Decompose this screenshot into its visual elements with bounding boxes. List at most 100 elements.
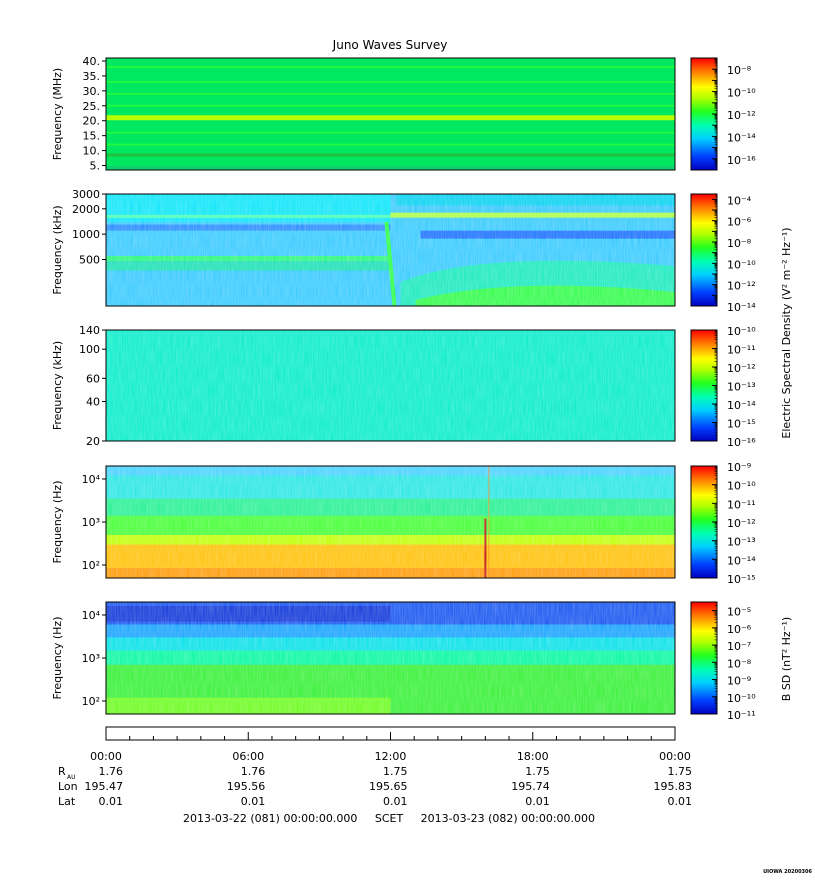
ephemeris-label: Lon	[58, 780, 78, 793]
ephemeris-value: 1.76	[99, 765, 124, 778]
y-tick-label: 25.	[83, 100, 101, 113]
colorbar-tick-label: 10⁻¹⁴	[727, 131, 756, 144]
y-tick-label: 3000	[72, 188, 100, 201]
x-tick-label: 12:00	[375, 750, 407, 763]
time-range-footer: 2013-03-22 (081) 00:00:00.000 SCET 2013-…	[183, 812, 595, 825]
panel-2: 500 1000 2000 3000 Frequency (kHz) 10⁻¹⁴ 10⁻¹²…	[51, 188, 756, 314]
panel-frame	[105, 193, 676, 307]
spectrogram-band	[106, 131, 675, 134]
colorbar-tick-label: 10⁻⁹	[727, 675, 751, 688]
spectrogram-band	[106, 153, 675, 157]
panel-frame	[105, 329, 676, 442]
ephemeris-value: 1.75	[525, 765, 550, 778]
y-tick-label: 5.	[90, 160, 101, 173]
colorbar-tick-label: 10⁻⁸	[727, 237, 752, 250]
y-tick-label: 10⁴	[82, 609, 101, 622]
spectrogram-background	[106, 58, 675, 170]
colorbar	[690, 601, 718, 715]
colorbar-tick-label: 10⁻¹³	[727, 536, 756, 549]
colorbar-tick-label: 10⁻¹⁴	[727, 554, 756, 567]
colorbar-tick-label: 10⁻¹¹	[727, 498, 756, 511]
y-tick-label: 35.	[83, 70, 101, 83]
figure-title: Juno Waves Survey	[332, 38, 448, 52]
ephemeris-value: 0.01	[99, 795, 124, 808]
colorbar-tick-label: 10⁻⁹	[727, 461, 751, 474]
ephemeris-value: 195.83	[654, 780, 693, 793]
colorbar-tick-label: 10⁻¹¹	[727, 344, 756, 357]
ephemeris-label-subscript: AU	[67, 774, 76, 781]
colorbar-tick-label: 10⁻⁸	[727, 64, 752, 77]
ephemeris-label: Lat	[58, 795, 76, 808]
x-tick-label: 18:00	[517, 750, 549, 763]
colorbar-tick-label: 10⁻⁸	[727, 657, 752, 670]
panel-1: 5. 10. 15. 20. 25. 30. 35. 40. Frequency (MHz) 10…	[51, 55, 756, 173]
colorbar-tick-label: 10⁻¹²	[727, 280, 756, 293]
x-tick-label: 06:00	[232, 750, 264, 763]
y-tick-label: 100	[79, 343, 100, 356]
colorbar-tick-label: 10⁻⁶	[727, 623, 752, 636]
colorbar-tick-label: 10⁻¹²	[727, 362, 756, 375]
spectrogram-band	[106, 92, 675, 95]
y-tick-label: 60	[86, 372, 100, 385]
ephemeris-value: 0.01	[241, 795, 266, 808]
spectrogram-texture	[106, 194, 675, 306]
x-tick-label: 00:00	[659, 750, 691, 763]
ephemeris-label: R	[58, 765, 66, 778]
spectrogram-texture	[106, 466, 675, 578]
colorbar-tick-label: 10⁻⁶	[727, 216, 752, 229]
watermark: UIOWA 20200306	[763, 869, 812, 875]
y-tick-label: 10³	[82, 652, 100, 665]
y-tick-label: 40.	[83, 55, 101, 68]
panel-4: 10² 10³ 10⁴ Frequency (Hz) 10⁻¹⁵ 10⁻¹⁴ 10⁻¹³ 10…	[51, 461, 756, 586]
ephemeris-value: 195.47	[85, 780, 124, 793]
panel-frame	[105, 57, 676, 171]
colorbar-tick-label: 10⁻¹⁴	[727, 399, 756, 412]
colorbar-tick-label: 10⁻¹⁰	[727, 258, 756, 271]
colorbar-tick-label: 10⁻¹⁰	[727, 87, 756, 100]
colorbar	[690, 193, 718, 307]
colorbar-tick-label: 10⁻¹¹	[727, 709, 756, 722]
colorbar-tick-label: 10⁻¹⁰	[727, 480, 756, 493]
spectrogram-band	[106, 80, 675, 83]
y-tick-label: 10³	[82, 516, 100, 529]
y-axis-label: Frequency (Hz)	[51, 481, 64, 564]
y-tick-label: 1000	[72, 228, 100, 241]
colorbar-tick-label: 10⁻¹²	[727, 109, 756, 122]
colorbar-tick-label: 10⁻¹²	[727, 517, 756, 530]
y-tick-label: 500	[79, 253, 100, 266]
spectrogram-band	[106, 104, 675, 107]
colorbar-tick-label: 10⁻¹⁰	[727, 325, 756, 338]
ephemeris-value: 1.76	[241, 765, 266, 778]
y-tick-label: 10⁴	[82, 473, 101, 486]
colorbar-label-magnetic: B SD (nT² Hz⁻¹)	[780, 617, 793, 701]
spectrogram-texture	[106, 602, 675, 714]
ephemeris-value: 195.56	[227, 780, 266, 793]
spectrogram-texture	[106, 330, 675, 441]
y-tick-label: 20.	[83, 115, 101, 128]
y-tick-label: 10²	[82, 559, 100, 572]
spectrogram-band	[106, 65, 675, 68]
y-axis-label: Frequency (MHz)	[51, 68, 64, 160]
ephemeris-value: 0.01	[525, 795, 550, 808]
spectrogram-band	[106, 143, 675, 146]
y-tick-label: 140	[79, 324, 100, 337]
colorbar-tick-label: 10⁻¹⁶	[727, 436, 756, 449]
spectrogram-band	[106, 115, 675, 121]
colorbar-tick-label: 10⁻¹⁰	[727, 692, 756, 705]
y-axis-label: Frequency (kHz)	[51, 341, 64, 430]
y-tick-label: 10²	[82, 695, 100, 708]
colorbar-label-electric: Electric Spectral Density (V² m⁻² Hz⁻¹)	[780, 227, 793, 438]
spectrogram-band	[106, 166, 675, 170]
panel-3: 20 40 60 100 140 Frequency (kHz) 10⁻¹⁶ 10⁻¹⁵ 10⁻…	[51, 324, 756, 449]
colorbar-tick-label: 10⁻¹⁵	[727, 573, 756, 586]
y-tick-label: 2000	[72, 203, 100, 216]
y-tick-label: 15.	[83, 130, 101, 143]
y-tick-label: 20	[86, 435, 100, 448]
panel-5: 10² 10³ 10⁴ Frequency (Hz) 10⁻¹¹ 10⁻¹⁰ 10⁻⁹ 10⁻…	[51, 601, 756, 722]
ephemeris-value: 1.75	[668, 765, 693, 778]
colorbar-tick-label: 10⁻¹⁵	[727, 418, 756, 431]
ephemeris-value: 195.65	[369, 780, 408, 793]
x-tick-label: 00:00	[90, 750, 122, 763]
colorbar-tick-label: 10⁻¹³	[727, 381, 756, 394]
y-tick-label: 40	[86, 395, 100, 408]
